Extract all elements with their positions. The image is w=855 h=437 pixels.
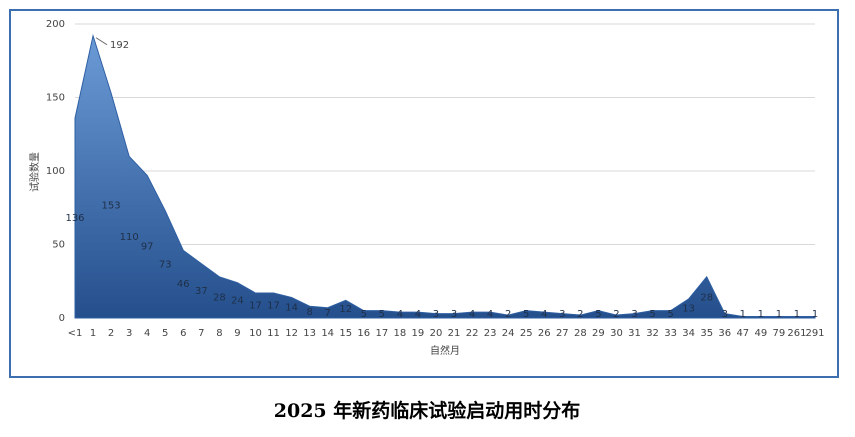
x-tick-label: 79: [773, 328, 786, 339]
x-tick-label: 29: [592, 328, 605, 339]
data-label: 153: [102, 201, 121, 212]
x-tick-label: 23: [484, 328, 497, 339]
y-tick-label: 200: [46, 19, 65, 30]
x-tick-label: 3: [126, 328, 132, 339]
y-tick-label: 150: [46, 93, 65, 104]
data-label: 13: [682, 303, 695, 314]
x-tick-label: 30: [610, 328, 623, 339]
x-tick-label: 12: [285, 328, 298, 339]
y-tick-label: 100: [46, 166, 65, 177]
data-label: 5: [667, 309, 673, 320]
data-label: 8: [306, 307, 312, 318]
data-label: 3: [433, 309, 439, 320]
data-label: 5: [595, 309, 601, 320]
data-label: 1: [740, 309, 746, 320]
data-label: 5: [649, 309, 655, 320]
data-label: 1: [794, 309, 800, 320]
x-tick-label: 9: [234, 328, 240, 339]
x-tick-label: 6: [180, 328, 186, 339]
x-tick-label: 49: [754, 328, 767, 339]
x-tick-label: 26: [538, 328, 551, 339]
x-tick-label: 35: [700, 328, 713, 339]
data-label: 110: [120, 232, 139, 243]
data-label: 1: [758, 309, 764, 320]
x-tick-label: 27: [556, 328, 569, 339]
x-tick-label: 15: [339, 328, 352, 339]
data-label: 2: [613, 309, 619, 320]
data-label: 3: [451, 309, 457, 320]
x-tick-label: 14: [321, 328, 334, 339]
x-tick-label: 47: [736, 328, 749, 339]
data-label: 37: [195, 286, 208, 297]
data-label: 97: [141, 242, 154, 253]
data-label: 3: [722, 309, 728, 320]
x-axis-title: 自然月: [430, 344, 460, 357]
chart-title: 2025 年新药临床试验启动用时分布: [274, 399, 581, 422]
data-label: 2: [505, 309, 511, 320]
x-tick-label: 2: [108, 328, 114, 339]
x-tick-label: 11: [267, 328, 280, 339]
area: [74, 33, 816, 319]
data-label: 14: [285, 303, 298, 314]
x-tick-label: 21: [448, 328, 461, 339]
data-label: 136: [65, 213, 84, 224]
x-tick-label: 19: [412, 328, 425, 339]
data-label: 5: [361, 309, 367, 320]
x-tick-label: 20: [430, 328, 443, 339]
data-label: 1: [812, 309, 818, 320]
x-tick-label: 28: [574, 328, 587, 339]
data-label: 4: [487, 309, 493, 320]
data-label: 3: [559, 309, 565, 320]
x-tick-label: 24: [502, 328, 515, 339]
data-label: 4: [541, 309, 547, 320]
data-label: 12: [339, 304, 352, 315]
x-tick-label: 34: [682, 328, 695, 339]
x-tick-label: 13: [303, 328, 316, 339]
x-tick-label: 17: [375, 328, 388, 339]
data-label: 73: [159, 259, 172, 270]
data-label: 28: [700, 292, 713, 303]
x-tick-label: 33: [664, 328, 677, 339]
y-axis-title: 试验数量: [28, 152, 41, 192]
x-tick-label: 261: [787, 328, 806, 339]
x-tick-label: 36: [718, 328, 731, 339]
data-label: 3: [631, 309, 637, 320]
x-tick-label: 22: [466, 328, 479, 339]
x-tick-label: 8: [216, 328, 222, 339]
leader-line: [95, 37, 108, 46]
x-tick-label: 25: [520, 328, 533, 339]
x-tick-label: 32: [646, 328, 659, 339]
x-tick-label: <1: [68, 328, 83, 339]
data-label: 7: [324, 308, 330, 319]
y-tick-label: 50: [52, 240, 65, 251]
data-label: 24: [231, 295, 244, 306]
data-label: 1: [776, 309, 782, 320]
data-label: 17: [267, 301, 280, 312]
data-label: 192: [110, 40, 129, 51]
x-tick-label: 7: [198, 328, 204, 339]
x-tick-label: 18: [394, 328, 407, 339]
x-tick-label: 5: [162, 328, 168, 339]
x-tick-label: 1: [90, 328, 96, 339]
x-tick-label: 10: [249, 328, 262, 339]
x-tick-label: 291: [805, 328, 824, 339]
data-label: 4: [469, 309, 475, 320]
data-label: 5: [523, 309, 529, 320]
y-tick-label: 0: [59, 313, 65, 324]
data-label: 46: [177, 279, 190, 290]
x-tick-label: 16: [357, 328, 370, 339]
x-tick-label: 31: [628, 328, 641, 339]
data-label: 4: [415, 309, 421, 320]
data-label: 2: [577, 309, 583, 320]
data-label: 5: [379, 309, 385, 320]
x-tick-label: 4: [144, 328, 150, 339]
data-label: 17: [249, 301, 262, 312]
data-label: 4: [397, 309, 403, 320]
data-label: 28: [213, 292, 226, 303]
